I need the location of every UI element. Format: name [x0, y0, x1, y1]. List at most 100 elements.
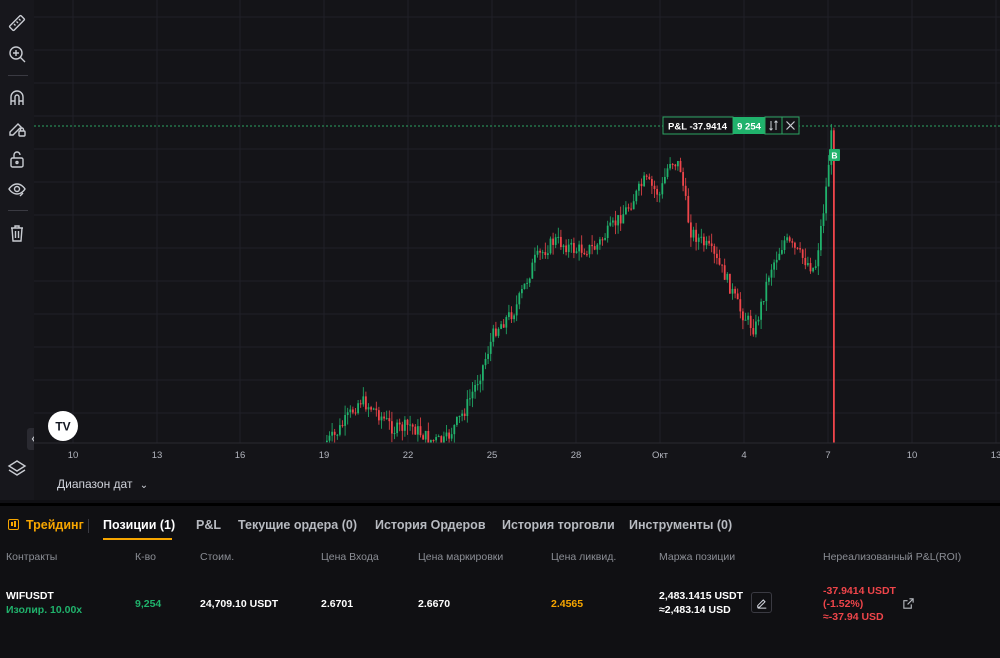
margin-mode[interactable]: Изолир. 10.00x — [6, 604, 83, 616]
lock-drawing-icon[interactable] — [5, 116, 29, 140]
date-range-label: Диапазон дат — [57, 477, 133, 491]
position-label: P&L -37.9414 9 254 — [662, 116, 800, 135]
candle-body — [346, 412, 349, 416]
magnet-icon[interactable] — [5, 86, 29, 110]
layers-icon[interactable] — [5, 456, 29, 480]
candle-body — [497, 328, 500, 336]
candle-body — [609, 222, 612, 226]
candle-body — [588, 244, 591, 255]
candle-body — [409, 424, 411, 426]
candle-body — [427, 430, 430, 443]
candle-body — [461, 413, 463, 416]
candle-body — [365, 396, 367, 410]
pencil-icon — [756, 598, 766, 609]
x-tick-label: 22 — [403, 450, 414, 461]
candle-body — [414, 426, 417, 435]
candle-body — [578, 244, 580, 252]
candle-body — [749, 315, 752, 329]
tab-pnl[interactable]: P&L — [196, 518, 221, 532]
candle-body — [786, 237, 788, 241]
trash-icon[interactable] — [5, 221, 29, 245]
candle-body — [593, 246, 596, 250]
candle-body — [827, 164, 830, 187]
candle-body — [762, 301, 765, 303]
candle-body — [744, 319, 747, 321]
candle-body — [541, 252, 544, 254]
candle-body — [752, 328, 755, 335]
candle-body — [739, 299, 742, 312]
qty-label: 9 254 — [737, 122, 761, 133]
edit-margin-button[interactable] — [751, 592, 772, 613]
candle-body — [534, 254, 536, 263]
candle-body — [635, 190, 638, 202]
candle-body — [677, 160, 679, 167]
col-mark-price: Цена маркировки — [418, 551, 504, 563]
buy-marker-label: B — [831, 151, 837, 161]
trading-title[interactable]: Трейдинг — [26, 518, 84, 532]
candle-body — [622, 214, 625, 224]
candle-body — [596, 244, 599, 250]
candle-body — [627, 207, 630, 209]
candle-body — [567, 244, 570, 253]
symbol[interactable]: WIFUSDT — [6, 590, 54, 602]
candle-body — [669, 164, 671, 169]
candle-body — [450, 434, 453, 439]
candle-body — [812, 267, 814, 272]
date-range-selector[interactable]: Диапазон дат ⌄ — [57, 477, 148, 491]
candle-body — [580, 244, 583, 253]
share-icon[interactable] — [902, 597, 916, 611]
candle-body — [471, 391, 474, 399]
tab-instruments[interactable]: Инструменты (0) — [629, 518, 733, 532]
candle-body — [757, 319, 760, 322]
tradingview-logo[interactable] — [48, 411, 78, 441]
tab-positions[interactable]: Позиции (1) — [103, 518, 176, 532]
candle-body — [344, 415, 346, 426]
tab-current-orders[interactable]: Текущие ордера (0) — [238, 518, 358, 532]
pnl-roi: (-1.52%) — [823, 598, 864, 610]
eye-icon[interactable] — [5, 177, 29, 201]
candle-body — [734, 288, 736, 294]
candle-body — [661, 183, 664, 195]
candle-body — [755, 321, 757, 335]
candle-body — [565, 245, 567, 253]
candle-body — [807, 263, 809, 266]
candle-body — [825, 186, 827, 214]
candle-body — [640, 183, 643, 187]
candle-body — [656, 189, 658, 195]
candle-body — [651, 178, 653, 186]
candle-body — [453, 424, 456, 435]
candle-body — [456, 416, 458, 425]
candle-body — [489, 341, 492, 354]
tab-order-history[interactable]: История Ордеров — [375, 518, 486, 532]
candle-body — [583, 252, 586, 255]
mark-price: 2.6670 — [418, 598, 451, 610]
tradingview-logo-text: TV — [55, 420, 70, 434]
tab-trade-history[interactable]: История торговли — [502, 518, 615, 532]
candle-body — [448, 432, 450, 439]
price-chart[interactable]: 10 13 16 19 22 25 28 Окт 4 7 10 13 P&L -37.9414 9 2… — [34, 0, 1000, 500]
chart-grid — [34, 0, 1000, 443]
candle-body — [482, 365, 484, 381]
col-liq-price: Цена ликвид. — [551, 551, 617, 563]
pnl-usdt: -37.9414 USDT — [823, 585, 896, 597]
candle-body — [526, 282, 528, 284]
candle-body — [367, 407, 370, 410]
candle-body — [773, 262, 775, 270]
candle-body — [770, 269, 773, 278]
x-tick-label: 13 — [991, 450, 1000, 461]
candle-body — [575, 251, 578, 253]
chevron-down-icon: ⌄ — [139, 480, 149, 491]
margin-usdt: 2,483.1415 USDT — [659, 590, 744, 602]
reverse-position-button[interactable] — [764, 116, 783, 135]
candle-body — [671, 164, 674, 166]
zoom-in-icon[interactable] — [5, 42, 29, 66]
candle-body — [606, 225, 609, 239]
x-tick-label: Окт — [652, 450, 669, 461]
candle-body — [614, 220, 617, 226]
lock-icon[interactable] — [5, 147, 29, 171]
candle-body — [515, 304, 518, 316]
candle-body — [591, 244, 593, 247]
candle-body — [437, 436, 440, 438]
candle-body — [729, 273, 731, 294]
ruler-icon[interactable] — [5, 11, 29, 35]
